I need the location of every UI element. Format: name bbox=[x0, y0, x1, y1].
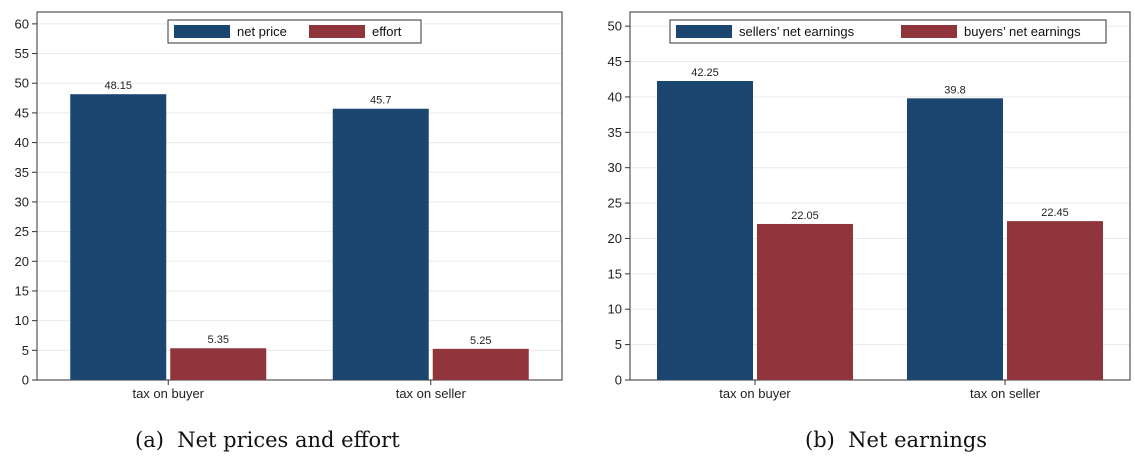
x-tick-label: tax on seller bbox=[970, 386, 1041, 401]
bar-net-price-0 bbox=[70, 94, 167, 380]
y-tick-label: 25 bbox=[15, 224, 29, 239]
legend-swatch bbox=[901, 25, 957, 38]
legend-swatch bbox=[676, 25, 732, 38]
chart-panel-net-earnings: 0 5 10 15 20 25 30 35 40 45 50 42.25 22.05 tax on buy… bbox=[576, 0, 1135, 463]
bar-sellers-net-earnings-0 bbox=[657, 81, 753, 380]
y-tick-label: 15 bbox=[608, 266, 622, 281]
legend-swatch bbox=[309, 25, 365, 38]
data-label: 22.45 bbox=[1041, 207, 1069, 219]
chart-panel-net-prices: 0 5 10 15 20 25 30 35 40 45 50 55 60 48.15 5.35 tax on … bbox=[15, 11, 563, 452]
x-tick-label: tax on buyer bbox=[132, 386, 204, 401]
y-tick-label: 50 bbox=[15, 76, 29, 91]
data-label: 5.25 bbox=[470, 335, 491, 347]
legend-label: effort bbox=[372, 24, 402, 39]
y-tick-label: 45 bbox=[15, 105, 29, 120]
caption-net-earnings: (b) Net earnings bbox=[805, 428, 988, 452]
plot-border bbox=[36, 11, 563, 381]
legend: net price effort bbox=[167, 19, 422, 44]
bar-effort-1 bbox=[432, 348, 529, 380]
legend-label: buyers’ net earnings bbox=[964, 24, 1081, 39]
y-tick-label: 20 bbox=[15, 254, 29, 269]
data-label: 42.25 bbox=[691, 67, 719, 79]
bar-sellers-net-earnings-1 bbox=[907, 98, 1003, 380]
y-tick-label: 35 bbox=[608, 125, 622, 140]
legend-label: sellers’ net earnings bbox=[739, 24, 855, 39]
data-label: 48.15 bbox=[104, 80, 132, 92]
caption-net-prices: (a) Net prices and effort bbox=[135, 428, 400, 452]
y-tick-label: 0 bbox=[22, 373, 29, 388]
y-tick-label: 10 bbox=[15, 313, 29, 328]
y-tick-label: 55 bbox=[15, 46, 29, 61]
data-label: 22.05 bbox=[791, 210, 819, 222]
y-tick-label: 30 bbox=[15, 194, 29, 209]
chart-net-prices-svg: 0 5 10 15 20 25 30 35 40 45 50 55 60 48.15 5.35 tax on … bbox=[15, 11, 563, 401]
data-label: 45.7 bbox=[370, 95, 391, 107]
bar-effort-0 bbox=[170, 348, 267, 380]
y-tick-label: 60 bbox=[15, 16, 29, 31]
y-tick-label: 0 bbox=[615, 373, 622, 388]
bar-buyers-net-earnings-0 bbox=[757, 223, 853, 380]
y-tick-label: 50 bbox=[608, 19, 622, 34]
bar-buyers-net-earnings-1 bbox=[1007, 221, 1103, 380]
legend-box bbox=[669, 19, 1107, 44]
plot-border bbox=[629, 11, 1131, 381]
y-tick-label: 10 bbox=[608, 302, 622, 317]
x-tick-label: tax on buyer bbox=[719, 386, 791, 401]
legend-swatch bbox=[174, 25, 230, 38]
y-tick-label: 5 bbox=[22, 343, 29, 358]
y-tick-label: 40 bbox=[15, 135, 29, 150]
y-tick-label: 5 bbox=[615, 337, 622, 352]
y-tick-label: 35 bbox=[15, 165, 29, 180]
y-tick-label: 45 bbox=[608, 54, 622, 69]
legend-label: net price bbox=[237, 24, 287, 39]
y-tick-label: 25 bbox=[608, 196, 622, 211]
y-tick-label: 30 bbox=[608, 160, 622, 175]
y-tick-label: 20 bbox=[608, 231, 622, 246]
legend: sellers’ net earnings buyers’ net earning… bbox=[669, 19, 1107, 44]
y-tick-label: 40 bbox=[608, 89, 622, 104]
data-label: 5.35 bbox=[208, 334, 229, 346]
y-tick-label: 15 bbox=[15, 283, 29, 298]
bar-net-price-1 bbox=[332, 108, 429, 381]
data-label: 39.8 bbox=[944, 84, 965, 96]
x-tick-label: tax on seller bbox=[396, 386, 467, 401]
chart-net-earnings-svg: 0 5 10 15 20 25 30 35 40 45 50 42.25 22.05 tax on buy… bbox=[608, 11, 1131, 401]
